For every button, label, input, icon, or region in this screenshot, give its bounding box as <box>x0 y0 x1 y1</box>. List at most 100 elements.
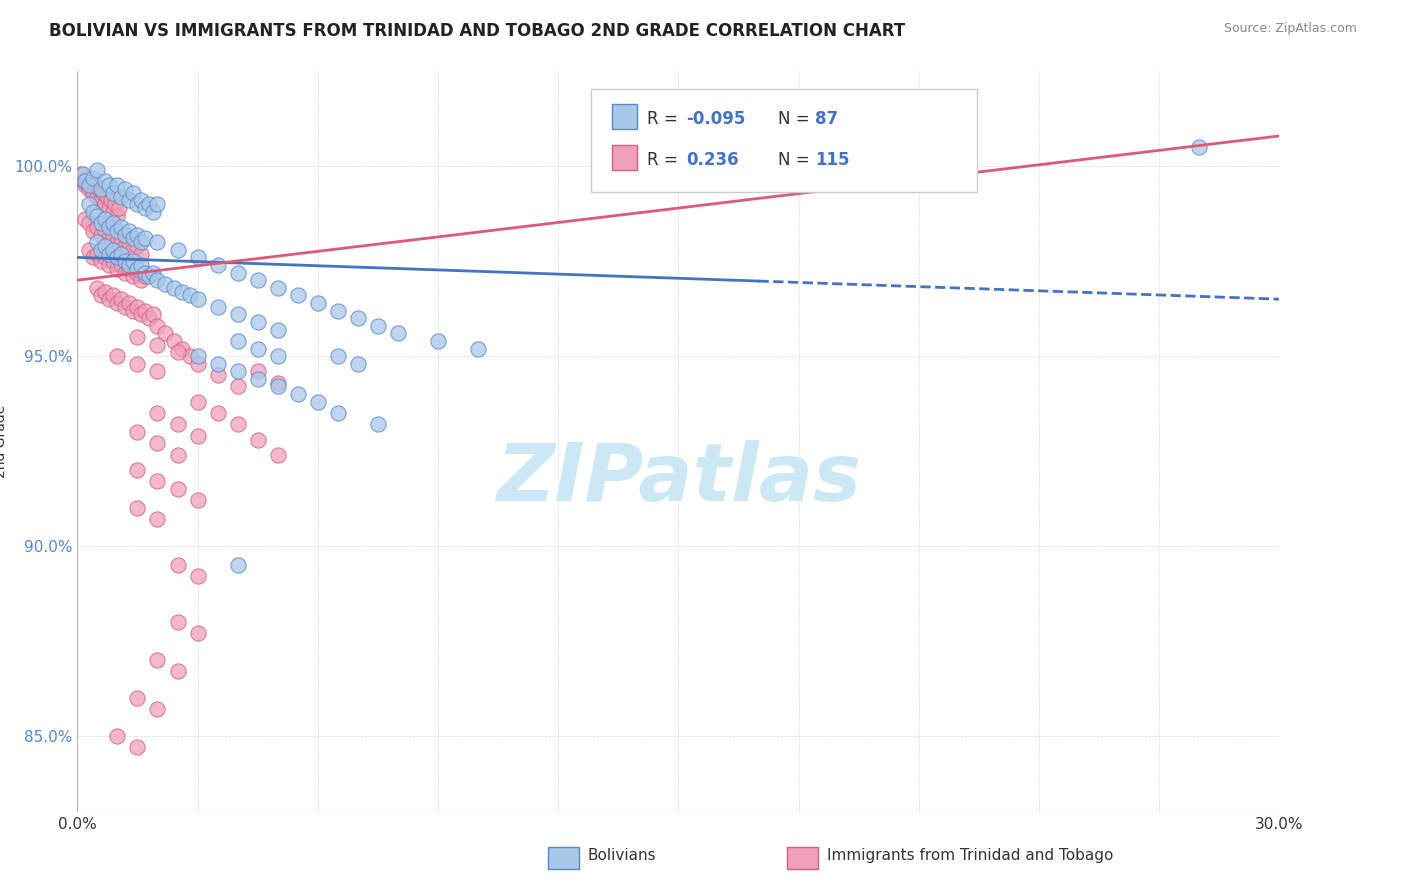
Point <box>94 285 117 299</box>
Point <box>246 315 269 329</box>
Point <box>131 246 153 260</box>
Point <box>82 251 104 265</box>
Point <box>107 178 129 193</box>
Point <box>86 246 108 260</box>
Point <box>82 224 104 238</box>
Point <box>186 251 209 265</box>
Point <box>127 425 149 439</box>
Point <box>82 186 104 200</box>
Point <box>107 209 129 223</box>
Point <box>326 406 349 420</box>
Point <box>155 326 177 341</box>
Text: R =: R = <box>647 110 683 128</box>
Point <box>166 665 188 679</box>
Point <box>127 500 149 515</box>
Point <box>134 266 156 280</box>
Point <box>142 266 165 280</box>
Point <box>146 653 169 667</box>
Point <box>79 182 101 196</box>
Point <box>93 186 115 200</box>
Point <box>79 243 101 257</box>
Point <box>346 357 368 371</box>
Point <box>86 220 108 235</box>
Point <box>267 379 290 393</box>
Point <box>94 251 117 265</box>
Point <box>118 235 141 250</box>
Point <box>110 220 132 235</box>
Point <box>103 186 125 200</box>
Point <box>142 307 165 321</box>
Point <box>114 182 136 196</box>
Point <box>186 626 209 640</box>
Point <box>166 417 188 432</box>
Text: R =: R = <box>647 151 683 169</box>
Point <box>146 273 169 287</box>
Point <box>146 235 169 250</box>
Point <box>131 258 153 272</box>
Point <box>127 261 149 276</box>
Point <box>138 197 160 211</box>
Point <box>138 269 160 284</box>
Point <box>127 300 149 314</box>
Point <box>94 239 117 253</box>
Point <box>267 322 290 336</box>
Point <box>179 288 201 302</box>
Text: Bolivians: Bolivians <box>588 848 657 863</box>
Point <box>90 216 112 230</box>
Point <box>346 311 368 326</box>
Point <box>207 357 229 371</box>
Point <box>166 615 188 629</box>
Point <box>170 285 193 299</box>
Point <box>307 394 329 409</box>
Point <box>127 463 149 477</box>
Point <box>155 277 177 291</box>
Point <box>72 174 94 188</box>
Point <box>367 318 389 333</box>
Point <box>186 394 209 409</box>
Point <box>127 197 149 211</box>
Point <box>226 558 249 572</box>
Point <box>134 269 156 284</box>
Point <box>246 372 269 386</box>
Point <box>207 368 229 383</box>
Point <box>107 261 129 276</box>
Text: 115: 115 <box>815 151 851 169</box>
Point <box>138 311 160 326</box>
Point <box>326 349 349 363</box>
Point <box>267 448 290 462</box>
Point <box>246 364 269 378</box>
Point <box>86 281 108 295</box>
Point <box>86 209 108 223</box>
Point <box>122 186 145 200</box>
Point <box>226 364 249 378</box>
Text: Source: ZipAtlas.com: Source: ZipAtlas.com <box>1223 22 1357 36</box>
Point <box>162 334 184 348</box>
Point <box>146 436 169 450</box>
Point <box>170 342 193 356</box>
Point <box>131 307 153 321</box>
Point <box>162 281 184 295</box>
Point <box>103 227 125 242</box>
Point <box>367 417 389 432</box>
Point <box>179 349 201 363</box>
Point <box>134 303 156 318</box>
Y-axis label: 2nd Grade: 2nd Grade <box>0 405 7 478</box>
Point <box>98 178 121 193</box>
Point <box>104 197 127 211</box>
Point <box>146 364 169 378</box>
Point <box>114 266 136 280</box>
Point <box>110 246 132 260</box>
Point <box>90 254 112 268</box>
Point <box>80 174 103 188</box>
Point <box>146 702 169 716</box>
Point <box>134 201 156 215</box>
Point <box>98 231 121 245</box>
Point <box>76 170 98 185</box>
Point <box>267 376 290 390</box>
Point <box>122 254 145 268</box>
Point <box>122 269 145 284</box>
Point <box>131 194 153 208</box>
Point <box>72 167 94 181</box>
Point <box>166 482 188 496</box>
Point <box>166 243 188 257</box>
